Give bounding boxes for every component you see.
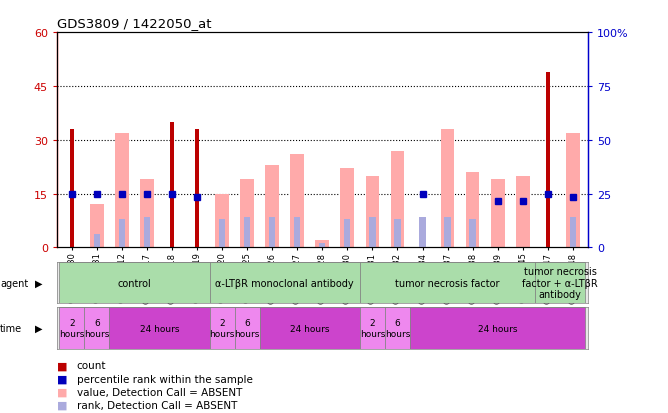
- Text: control: control: [118, 278, 152, 288]
- Bar: [115, 133, 129, 248]
- Bar: [410, 308, 585, 349]
- Text: ▶: ▶: [35, 323, 42, 333]
- Text: 6
hours: 6 hours: [385, 319, 410, 338]
- Bar: [319, 244, 325, 248]
- Bar: [234, 308, 260, 349]
- Text: ▶: ▶: [35, 278, 42, 288]
- Bar: [315, 241, 329, 248]
- Text: 2
hours: 2 hours: [59, 319, 84, 338]
- Bar: [360, 262, 535, 304]
- Text: 24 hours: 24 hours: [290, 324, 329, 333]
- Text: time: time: [0, 323, 22, 333]
- Text: ■: ■: [57, 387, 67, 397]
- Text: ■: ■: [57, 400, 67, 410]
- Bar: [265, 166, 279, 248]
- Bar: [491, 180, 504, 248]
- Bar: [260, 308, 360, 349]
- Bar: [210, 308, 234, 349]
- Text: 2
hours: 2 hours: [210, 319, 234, 338]
- Bar: [441, 130, 454, 248]
- Bar: [69, 130, 74, 248]
- Bar: [210, 262, 360, 304]
- Text: 6
hours: 6 hours: [234, 319, 260, 338]
- Bar: [394, 220, 401, 248]
- Text: 24 hours: 24 hours: [478, 324, 518, 333]
- Bar: [391, 151, 404, 248]
- Bar: [94, 235, 100, 248]
- Bar: [546, 72, 550, 248]
- Bar: [535, 262, 585, 304]
- Text: percentile rank within the sample: percentile rank within the sample: [77, 374, 253, 384]
- Text: GDS3809 / 1422050_at: GDS3809 / 1422050_at: [57, 17, 211, 29]
- Bar: [244, 218, 250, 248]
- Text: 6
hours: 6 hours: [84, 319, 110, 338]
- Bar: [360, 308, 385, 349]
- Bar: [110, 308, 210, 349]
- Bar: [84, 308, 110, 349]
- Text: α-LTβR monoclonal antibody: α-LTβR monoclonal antibody: [215, 278, 354, 288]
- Text: count: count: [77, 361, 106, 370]
- Bar: [444, 218, 451, 248]
- Bar: [420, 218, 426, 248]
- Text: ■: ■: [57, 361, 67, 370]
- Bar: [341, 169, 354, 248]
- Bar: [140, 180, 154, 248]
- Bar: [291, 155, 304, 248]
- Text: agent: agent: [0, 278, 28, 288]
- Text: value, Detection Call = ABSENT: value, Detection Call = ABSENT: [77, 387, 242, 397]
- Bar: [195, 130, 199, 248]
- Text: rank, Detection Call = ABSENT: rank, Detection Call = ABSENT: [77, 400, 237, 410]
- Bar: [219, 220, 225, 248]
- Bar: [269, 218, 275, 248]
- Bar: [59, 308, 84, 349]
- Text: tumor necrosis factor: tumor necrosis factor: [395, 278, 500, 288]
- Bar: [215, 194, 229, 248]
- Bar: [516, 176, 530, 248]
- Bar: [466, 173, 480, 248]
- Text: tumor necrosis
factor + α-LTβR
antibody: tumor necrosis factor + α-LTβR antibody: [522, 266, 598, 299]
- Bar: [59, 262, 210, 304]
- Bar: [566, 133, 580, 248]
- Bar: [240, 180, 254, 248]
- Text: 2
hours: 2 hours: [360, 319, 385, 338]
- Bar: [570, 218, 576, 248]
- Bar: [144, 218, 150, 248]
- Bar: [90, 205, 104, 248]
- Bar: [365, 176, 379, 248]
- Bar: [119, 220, 125, 248]
- Bar: [170, 123, 174, 248]
- Bar: [344, 220, 351, 248]
- Text: ■: ■: [57, 374, 67, 384]
- Bar: [294, 218, 301, 248]
- Bar: [369, 218, 375, 248]
- Bar: [385, 308, 410, 349]
- Bar: [470, 220, 476, 248]
- Text: 24 hours: 24 hours: [140, 324, 179, 333]
